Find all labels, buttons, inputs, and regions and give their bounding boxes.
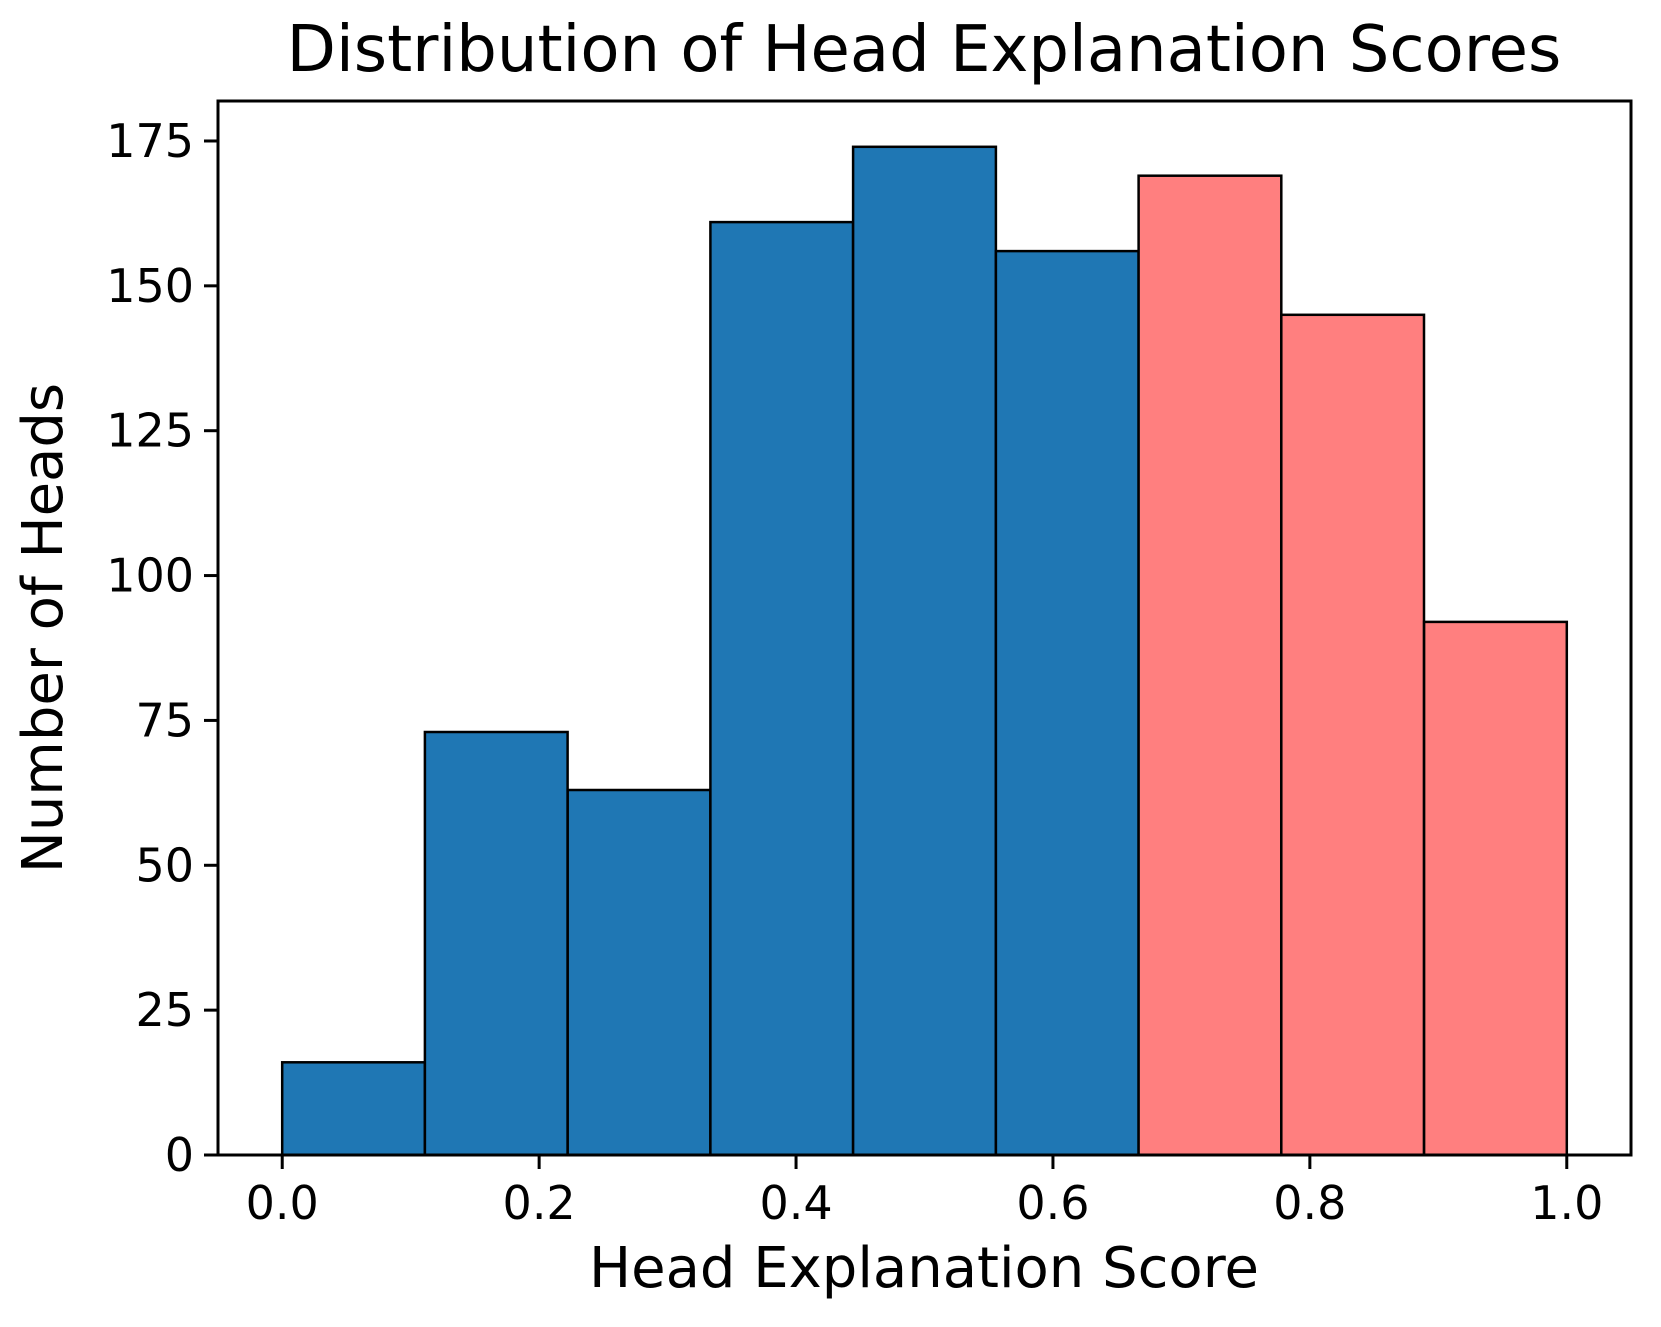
y-axis-label: Number of Heads bbox=[11, 382, 77, 874]
y-tick-label: 100 bbox=[106, 549, 194, 603]
x-tick-label: 0.6 bbox=[1016, 1176, 1089, 1230]
histogram-bar bbox=[566, 788, 712, 1157]
histogram-bar bbox=[280, 1061, 427, 1157]
x-tick-label: 1.0 bbox=[1530, 1176, 1603, 1230]
x-tick-label: 0.8 bbox=[1273, 1176, 1346, 1230]
y-tick-label: 75 bbox=[135, 693, 194, 747]
y-tick-label: 150 bbox=[106, 259, 194, 313]
x-axis-label: Head Explanation Score bbox=[589, 1236, 1259, 1301]
x-tick-label: 0.4 bbox=[759, 1176, 832, 1230]
y-tick-label: 125 bbox=[106, 404, 194, 458]
histogram-bar bbox=[851, 145, 998, 1157]
y-tick-label: 25 bbox=[135, 983, 194, 1037]
histogram-bar bbox=[1280, 313, 1426, 1157]
histogram-bar bbox=[423, 730, 569, 1157]
histogram-bar bbox=[709, 220, 855, 1157]
x-tick-label: 0.0 bbox=[246, 1176, 319, 1230]
plot-frame bbox=[216, 99, 1633, 1157]
y-tick-label: 175 bbox=[106, 114, 194, 168]
y-tick-label: 50 bbox=[135, 838, 194, 892]
x-tick-label: 0.2 bbox=[503, 1176, 576, 1230]
histogram-bar bbox=[994, 249, 1140, 1157]
histogram-bar bbox=[1422, 620, 1569, 1157]
y-tick-label: 0 bbox=[165, 1128, 194, 1182]
histogram-bar bbox=[1137, 174, 1283, 1157]
chart-title: Distribution of Head Explanation Scores bbox=[286, 13, 1562, 87]
